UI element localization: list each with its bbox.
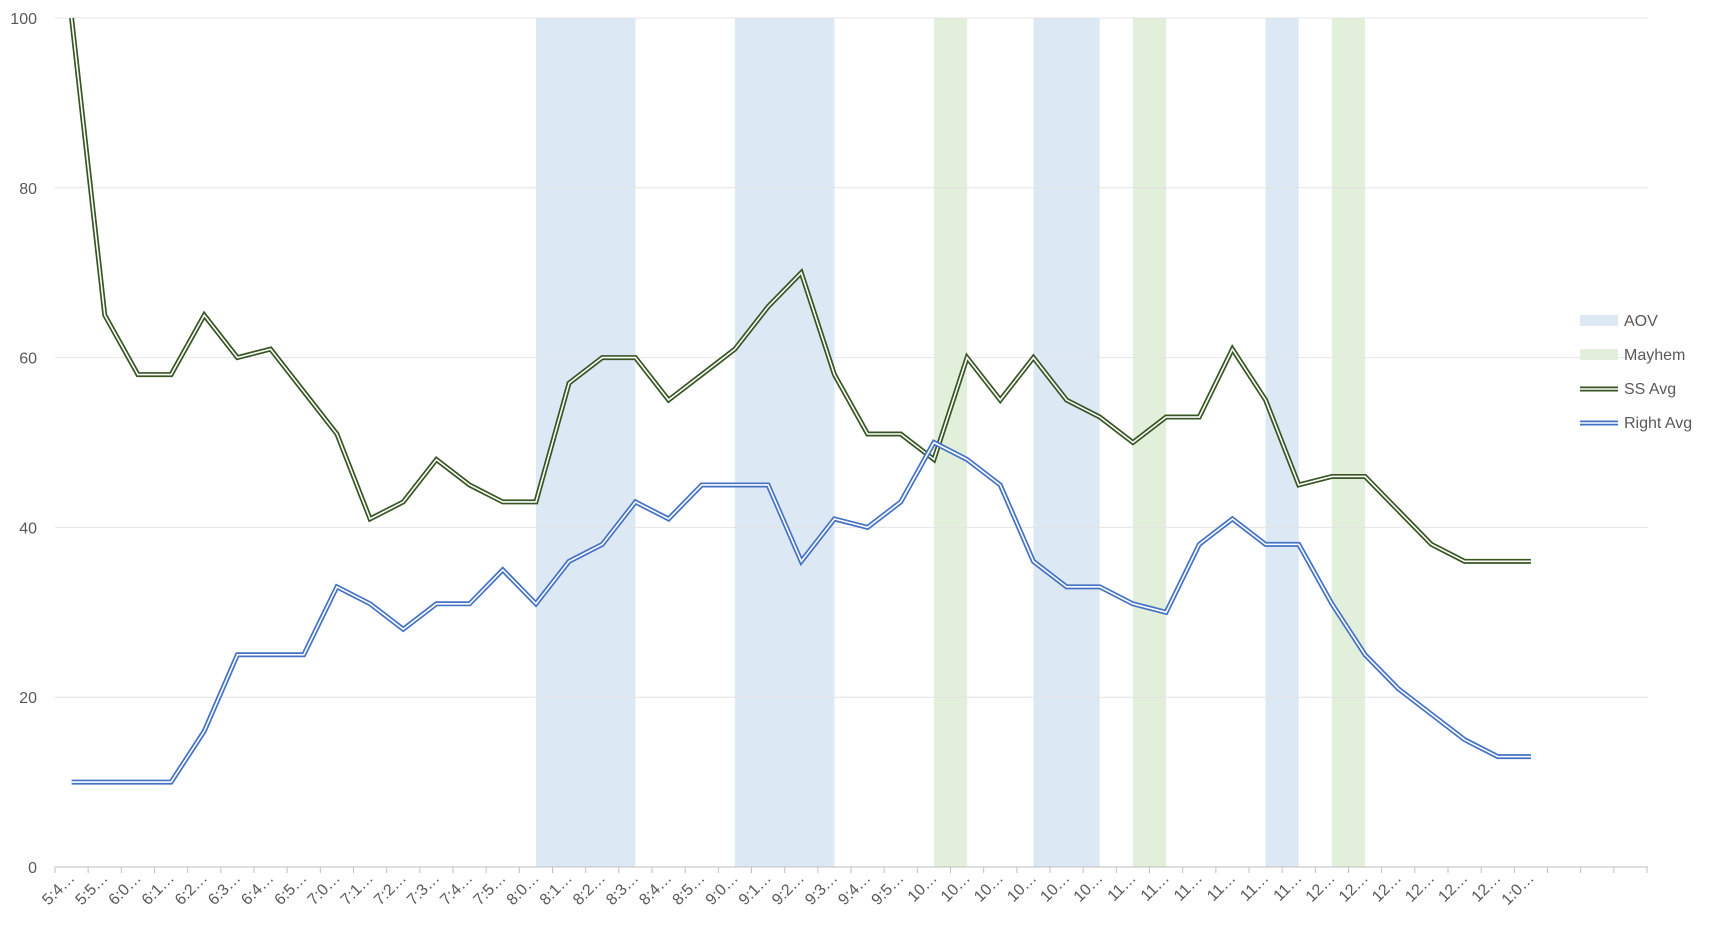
x-tick-label: 8:0… <box>504 870 543 909</box>
legend: AOV Mayhem SS Avg Right Avg <box>1580 313 1692 432</box>
legend-swatch-aov <box>1580 315 1618 326</box>
x-tick-label: 9:5… <box>869 870 908 909</box>
x-tick-label: 8:4… <box>636 870 675 909</box>
x-tick-label: 12… <box>1435 870 1471 906</box>
x-tick-label: 5:5… <box>73 870 112 909</box>
x-tick-label: 6:5… <box>272 870 311 909</box>
y-axis: 0 20 40 60 80 100 <box>10 11 37 877</box>
y-tick-label: 80 <box>19 181 37 198</box>
x-tick-label: 7:0… <box>305 870 344 909</box>
x-tick-label: 5:4… <box>39 870 78 909</box>
bands-layer <box>536 18 1365 867</box>
x-tick-label: 11… <box>1270 870 1305 905</box>
x-tick-label: 8:2… <box>570 870 609 909</box>
x-tick-label: 11… <box>1171 870 1206 905</box>
x-tick-label: 11… <box>1204 870 1239 905</box>
x-tick-label: 8:5… <box>670 870 709 909</box>
legend-label-aov: AOV <box>1624 313 1658 330</box>
x-tick-label: 1:0… <box>1499 870 1538 909</box>
band-aov-3 <box>1033 18 1099 867</box>
x-tick-label: 6:1… <box>139 870 178 909</box>
x-tick-label: 6:3… <box>205 870 244 909</box>
x-tick-label: 10… <box>971 870 1007 906</box>
y-tick-label: 20 <box>19 690 37 707</box>
x-tick-label: 11… <box>1105 870 1140 905</box>
gridlines <box>55 18 1648 697</box>
x-tick-label: 10… <box>938 870 974 906</box>
x-tick-label: 9:0… <box>703 870 742 909</box>
x-tick-label: 8:1… <box>537 870 576 909</box>
y-tick-label: 40 <box>19 520 37 537</box>
y-tick-label: 100 <box>10 11 37 28</box>
x-axis: 5:4…5:5…6:0…6:1…6:2…6:3…6:4…6:5…7:0…7:1…… <box>39 867 1648 909</box>
x-tick-label: 12… <box>1402 870 1438 906</box>
legend-label-right-avg: Right Avg <box>1624 415 1692 432</box>
x-tick-label: 6:0… <box>106 870 145 909</box>
legend-label-mayhem: Mayhem <box>1624 347 1685 364</box>
band-mayhem-4 <box>1133 18 1166 867</box>
x-tick-label: 12… <box>1303 870 1339 906</box>
x-tick-label: 7:2… <box>371 870 410 909</box>
x-tick-label: 9:2… <box>769 870 808 909</box>
y-tick-label: 60 <box>19 351 37 368</box>
x-tick-label: 10… <box>905 870 941 906</box>
x-tick-label: 8:3… <box>603 870 642 909</box>
x-tick-label: 11… <box>1237 870 1272 905</box>
y-tick-label: 0 <box>28 860 37 877</box>
x-tick-label: 7:1… <box>338 870 377 909</box>
band-aov-1 <box>735 18 835 867</box>
x-tick-label: 9:1… <box>736 870 775 909</box>
x-tick-label: 9:4… <box>835 870 874 909</box>
x-tick-label: 7:4… <box>437 870 476 909</box>
legend-label-ss-avg: SS Avg <box>1624 381 1676 398</box>
x-tick-label: 10… <box>1037 870 1073 906</box>
legend-swatch-mayhem <box>1580 349 1618 360</box>
x-tick-label: 10… <box>1004 870 1040 906</box>
x-tick-label: 9:3… <box>802 870 841 909</box>
x-tick-label: 11… <box>1138 870 1173 905</box>
x-tick-label: 7:3… <box>404 870 443 909</box>
band-mayhem-6 <box>1332 18 1365 867</box>
x-tick-label: 7:5… <box>471 870 510 909</box>
x-tick-label: 6:4… <box>238 870 277 909</box>
x-tick-label: 12… <box>1336 870 1372 906</box>
x-tick-label: 10… <box>1071 870 1107 906</box>
x-tick-label: 12… <box>1469 870 1505 906</box>
x-tick-label: 6:2… <box>172 870 211 909</box>
x-tick-label: 12… <box>1369 870 1405 906</box>
